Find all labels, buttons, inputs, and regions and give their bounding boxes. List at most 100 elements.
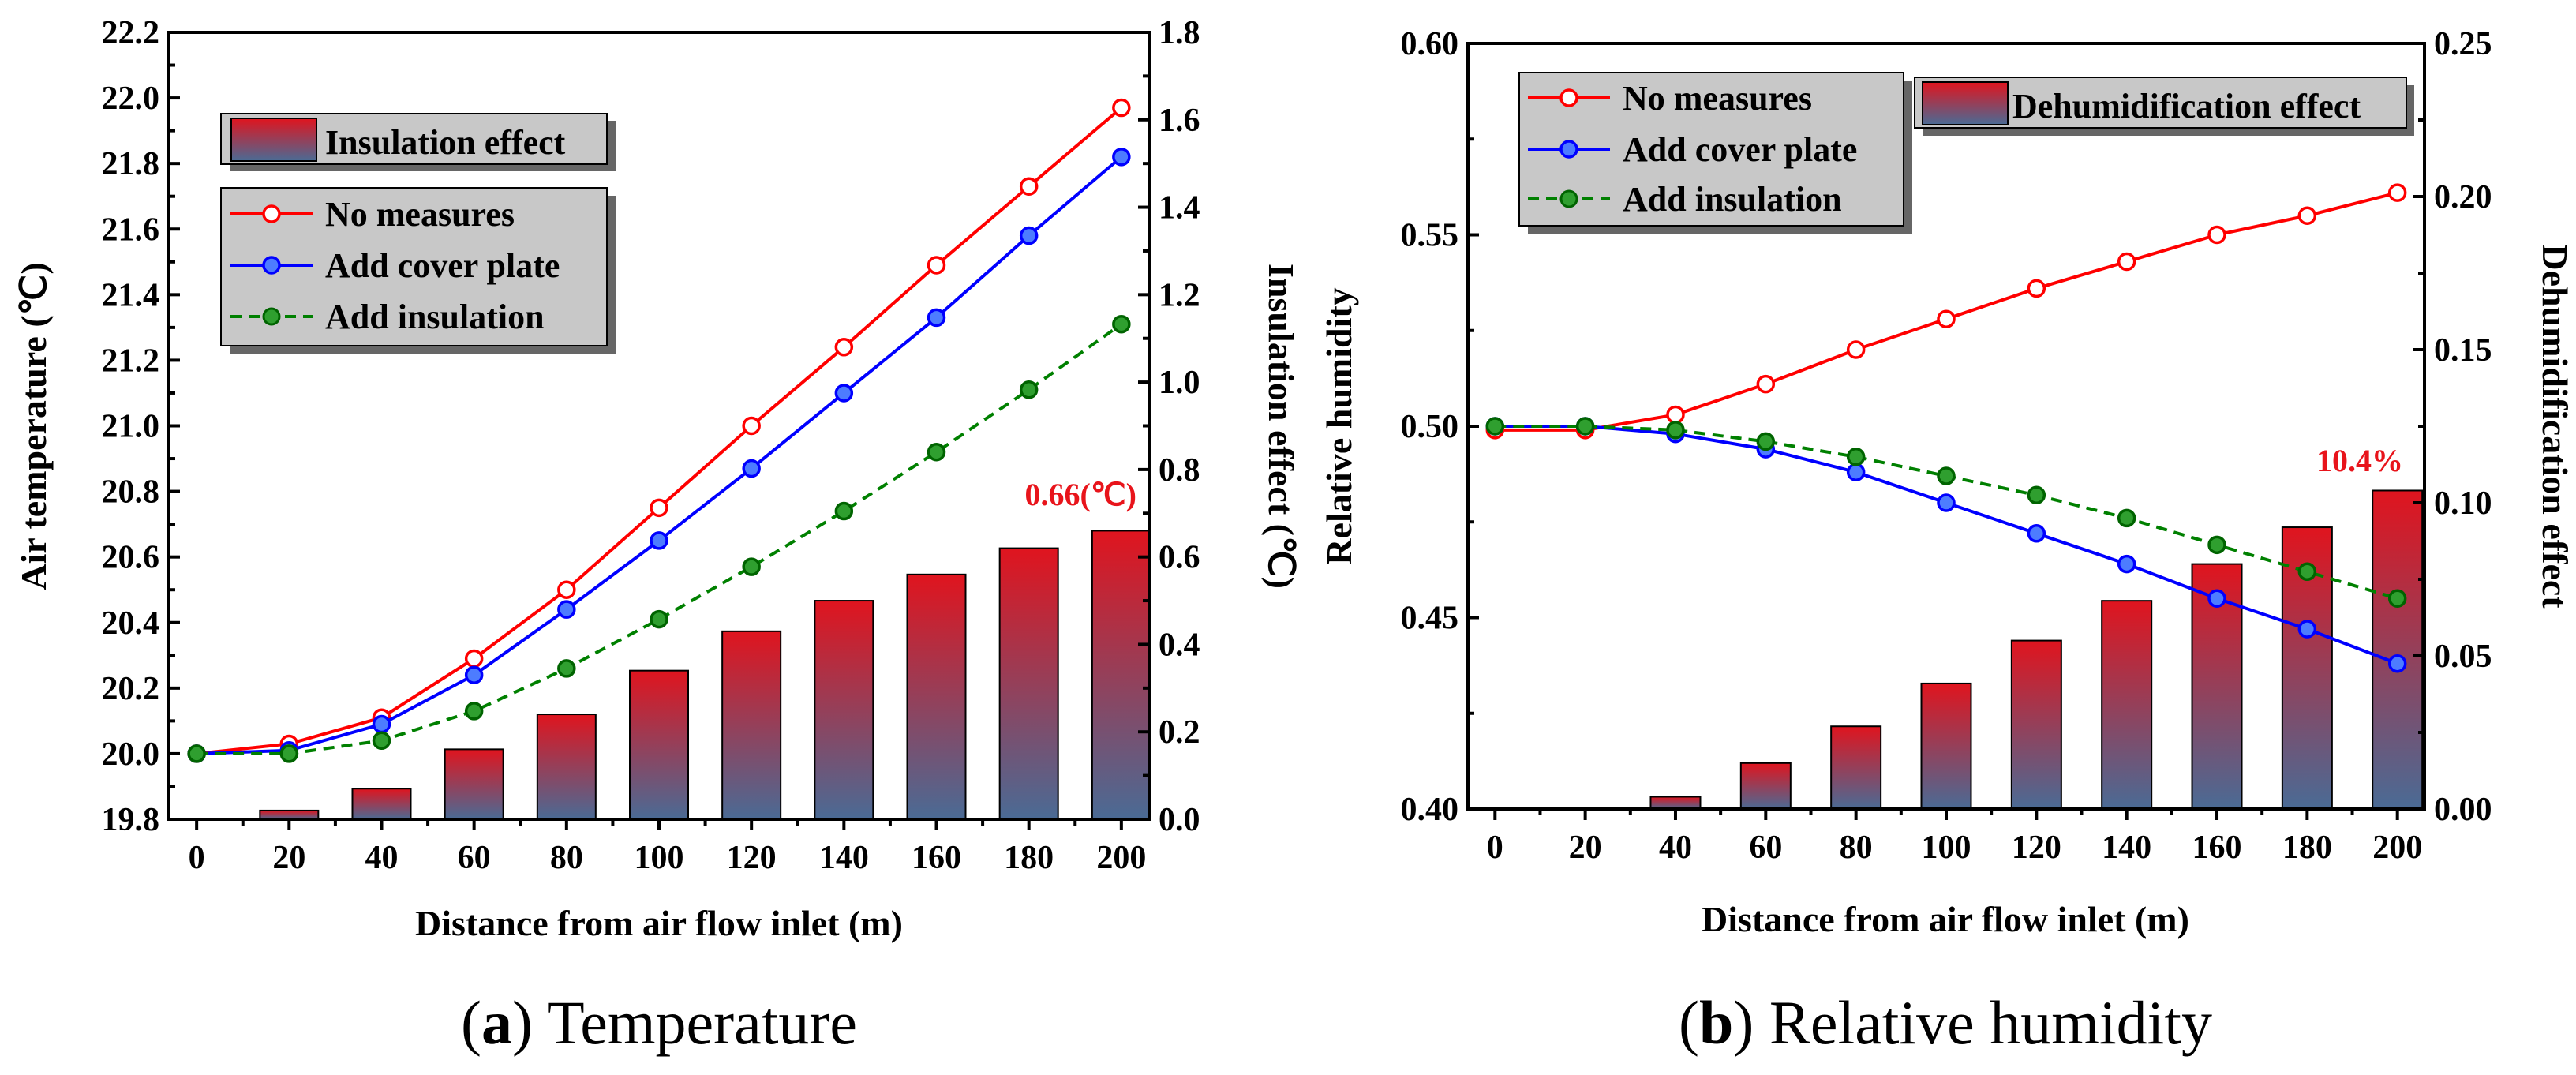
y2-tick-label-1.2: 1.2 bbox=[1159, 277, 1200, 313]
x-tick-label-40: 40 bbox=[365, 840, 398, 876]
point-add-cover-plate-180 bbox=[1019, 226, 1039, 245]
point-no-measures-160 bbox=[2207, 225, 2226, 245]
legend-marker-add-cover-plate-b bbox=[1559, 140, 1578, 159]
bar-140 bbox=[2101, 600, 2153, 810]
point-add-cover-plate-140 bbox=[2117, 554, 2136, 574]
y-tick-label-21.2: 21.2 bbox=[102, 343, 160, 379]
y-tick-label-19.8: 19.8 bbox=[102, 802, 160, 838]
point-add-cover-plate-60 bbox=[464, 665, 484, 684]
point-add-cover-plate-140 bbox=[834, 384, 854, 403]
y-tick-label-20.4: 20.4 bbox=[102, 605, 160, 642]
y-tick-label-21.6: 21.6 bbox=[102, 212, 160, 248]
x-tick-label-0: 0 bbox=[189, 840, 205, 876]
panel-b-relative-humidity: 0.40 0.45 0.50 0.55 0.60 0.00 0.05 0.10 0.15 0.2… bbox=[1319, 26, 2575, 1057]
x-tick-label-200: 200 bbox=[1096, 840, 1146, 876]
line-legend-a: No measures Add cover plate Add insulati… bbox=[220, 187, 616, 354]
point-no-measures-100 bbox=[1937, 309, 1956, 328]
caption-a: (a) Temperature bbox=[461, 988, 857, 1057]
legend-label-no-measures-a: No measures bbox=[325, 195, 515, 234]
x-tick-label-40: 40 bbox=[1659, 830, 1692, 866]
y-tick-label-21.4: 21.4 bbox=[102, 277, 160, 313]
point-add-insulation-40 bbox=[372, 731, 391, 751]
x-tick-label-0: 0 bbox=[1487, 830, 1503, 866]
x-tick-label-20: 20 bbox=[1569, 830, 1602, 866]
point-add-insulation-160 bbox=[2207, 535, 2226, 555]
point-add-cover-plate-200 bbox=[1112, 148, 1131, 167]
point-no-measures-120 bbox=[742, 416, 761, 436]
point-add-cover-plate-120 bbox=[2027, 524, 2046, 543]
bar-180 bbox=[998, 547, 1059, 820]
point-no-measures-200 bbox=[2387, 183, 2407, 202]
x-tick-label-100: 100 bbox=[1922, 830, 1971, 866]
point-add-insulation-80 bbox=[557, 659, 576, 678]
legend-marker-add-insulation-b bbox=[1559, 189, 1578, 208]
y-tick-label-0.45: 0.45 bbox=[1401, 601, 1459, 637]
y2-tick-label-1.4: 1.4 bbox=[1159, 190, 1200, 227]
legend-label-add-insulation-b: Add insulation bbox=[1623, 180, 1842, 219]
series-line-add-insulation bbox=[197, 323, 1123, 755]
bar-60 bbox=[444, 748, 504, 821]
y2-tick-label-0.20: 0.20 bbox=[2434, 179, 2492, 215]
legend-bar-swatch-a bbox=[230, 118, 317, 162]
bar-60 bbox=[1739, 762, 1792, 810]
legend-label-add-cover-plate-a: Add cover plate bbox=[325, 246, 560, 285]
bar-80 bbox=[536, 714, 597, 820]
y-axis-label-b: Relative humidity bbox=[1319, 287, 1359, 564]
x-tick-label-200: 200 bbox=[2372, 830, 2422, 866]
point-add-insulation-180 bbox=[2297, 562, 2317, 582]
y-axis-label-a: Air temperature (℃) bbox=[13, 262, 54, 590]
point-add-insulation-140 bbox=[2117, 508, 2136, 528]
y-tick-label-20.6: 20.6 bbox=[102, 540, 160, 576]
point-add-cover-plate-160 bbox=[927, 308, 946, 328]
point-no-measures-140 bbox=[2117, 252, 2136, 272]
caption-b: (b) Relative humidity bbox=[1679, 988, 2212, 1057]
point-add-insulation-0 bbox=[1485, 417, 1505, 436]
point-add-cover-plate-160 bbox=[2207, 589, 2226, 608]
point-add-cover-plate-180 bbox=[2297, 620, 2317, 639]
point-no-measures-80 bbox=[557, 580, 576, 599]
x-axis-label-a: Distance from air flow inlet (m) bbox=[415, 903, 903, 943]
point-add-insulation-160 bbox=[927, 442, 946, 462]
y2-axis-label-a: Insulation effect (℃) bbox=[1261, 264, 1301, 589]
x-tick-label-160: 160 bbox=[912, 840, 961, 876]
x-tick-label-60: 60 bbox=[458, 840, 491, 876]
line-legend-b: No measures Add cover plate Add insulati… bbox=[1518, 72, 1912, 234]
x-tick-label-120: 120 bbox=[2012, 830, 2061, 866]
bar-140 bbox=[814, 600, 874, 820]
point-no-measures-140 bbox=[834, 338, 854, 357]
x-tick-label-180: 180 bbox=[1004, 840, 1054, 876]
point-add-insulation-180 bbox=[1019, 380, 1039, 399]
x-tick-label-140: 140 bbox=[2102, 830, 2151, 866]
point-add-cover-plate-40 bbox=[372, 714, 391, 734]
y2-tick-label-0.6: 0.6 bbox=[1159, 540, 1200, 576]
point-add-insulation-80 bbox=[1846, 448, 1866, 466]
point-add-insulation-140 bbox=[834, 501, 854, 521]
point-add-cover-plate-100 bbox=[650, 531, 668, 550]
point-add-insulation-40 bbox=[1666, 421, 1685, 440]
x-tick-label-80: 80 bbox=[1840, 830, 1873, 866]
point-no-measures-180 bbox=[2297, 206, 2317, 225]
bar-120 bbox=[721, 630, 782, 820]
legend-marker-no-measures-b bbox=[1559, 88, 1578, 107]
x-tick-label-180: 180 bbox=[2282, 830, 2332, 866]
x-tick-label-160: 160 bbox=[2192, 830, 2242, 866]
point-add-insulation-20 bbox=[1575, 417, 1595, 436]
legend-label-insulation-effect: Insulation effect bbox=[325, 123, 566, 162]
bar-120 bbox=[2010, 639, 2062, 810]
legend-bar-swatch-b bbox=[1922, 81, 2009, 125]
y2-tick-label-0.05: 0.05 bbox=[2434, 639, 2492, 675]
series-line-add-cover-plate bbox=[1495, 425, 2398, 665]
point-no-measures-100 bbox=[650, 498, 668, 518]
point-add-cover-plate-80 bbox=[557, 600, 576, 619]
y2-axis-label-b: Dehumidification effect bbox=[2535, 244, 2575, 609]
x-tick-label-140: 140 bbox=[819, 840, 869, 876]
y-tick-label-20.0: 20.0 bbox=[102, 736, 160, 773]
point-add-cover-plate-100 bbox=[1937, 493, 1956, 512]
y2-tick-label-0.0: 0.0 bbox=[1159, 802, 1200, 838]
bar-40 bbox=[1649, 796, 1702, 810]
point-add-insulation-60 bbox=[464, 702, 484, 721]
annotation-b: 10.4% bbox=[2316, 443, 2403, 478]
point-add-cover-plate-200 bbox=[2387, 654, 2407, 673]
annotation-a: 0.66(℃) bbox=[1024, 477, 1136, 512]
